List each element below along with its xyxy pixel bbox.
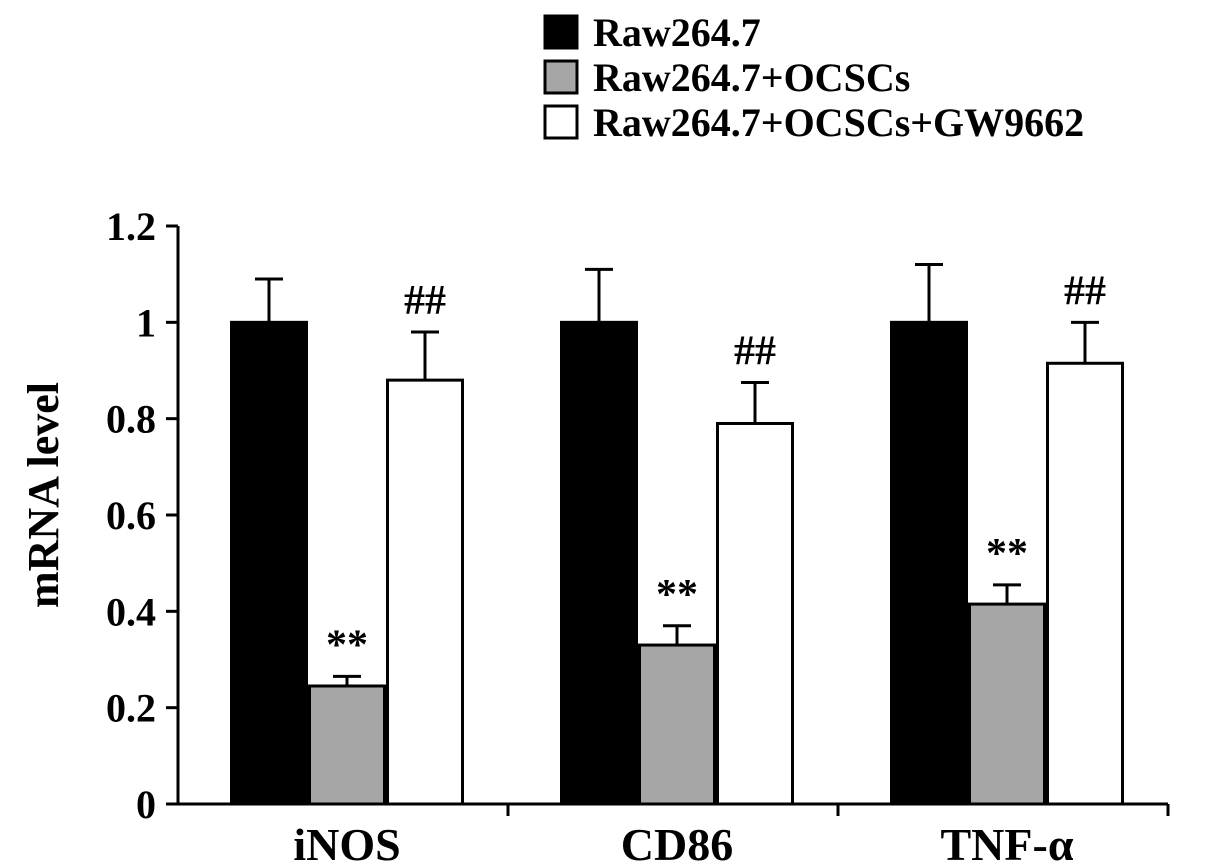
legend: Raw264.7Raw264.7+OCSCsRaw264.7+OCSCs+GW9… bbox=[543, 10, 1084, 145]
plot-area: ** ## ** ## ** ## bbox=[230, 263, 1124, 806]
significance-label: ## bbox=[404, 278, 446, 324]
x-tick-label: CD86 bbox=[621, 819, 733, 868]
bar bbox=[890, 320, 968, 806]
legend-label: Raw264.7 bbox=[593, 10, 761, 55]
significance-label: ** bbox=[326, 622, 368, 668]
significance-label: ## bbox=[734, 329, 776, 375]
x-tick-label: TNF-α bbox=[941, 819, 1074, 868]
y-tick-label: 1.2 bbox=[106, 204, 156, 249]
bar bbox=[968, 602, 1046, 806]
bar bbox=[308, 684, 386, 806]
y-tick-label: 1 bbox=[136, 300, 156, 345]
bar bbox=[1046, 361, 1124, 806]
y-tick-label: 0 bbox=[136, 782, 156, 827]
legend-label: Raw264.7+OCSCs+GW9662 bbox=[593, 100, 1084, 145]
y-tick-label: 0.6 bbox=[106, 493, 156, 538]
y-axis-label: mRNA level bbox=[19, 382, 68, 608]
significance-label: ## bbox=[1064, 268, 1106, 314]
bar bbox=[716, 421, 794, 806]
bar bbox=[386, 378, 464, 806]
y-tick-label: 0.4 bbox=[106, 589, 156, 634]
significance-label: ** bbox=[656, 572, 698, 618]
x-tick-label: iNOS bbox=[293, 819, 400, 868]
legend-label: Raw264.7+OCSCs bbox=[593, 55, 910, 100]
legend-swatch bbox=[543, 104, 579, 140]
axes: 0 0.2 0.4 0.6 0.8 1 1.2 iNOS CD86 TNF-α bbox=[106, 204, 1170, 868]
bar bbox=[638, 643, 716, 806]
bar bbox=[230, 320, 308, 806]
y-tick-label: 0.8 bbox=[106, 397, 156, 442]
y-tick-label: 0.2 bbox=[106, 686, 156, 731]
significance-label: ** bbox=[986, 531, 1028, 577]
legend-swatch bbox=[543, 14, 579, 50]
bar bbox=[560, 320, 638, 806]
legend-swatch bbox=[543, 59, 579, 95]
